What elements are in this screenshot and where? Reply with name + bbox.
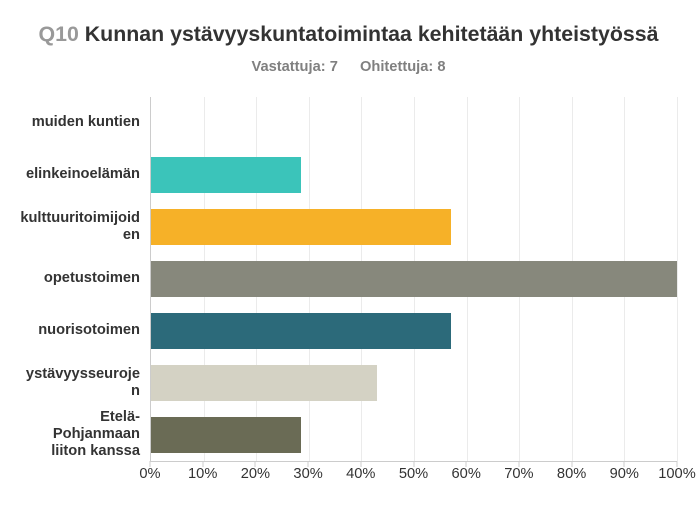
chart-title-line: Q10 Kunnan ystävyyskuntatoimintaa kehite… <box>20 20 677 49</box>
category-label: elinkeinoelämän <box>20 149 150 201</box>
answered-value: 7 <box>330 59 338 75</box>
x-tick-label: 80% <box>557 466 586 482</box>
x-tick-label: 70% <box>504 466 533 482</box>
survey-bar-chart: Q10 Kunnan ystävyyskuntatoimintaa kehite… <box>0 0 697 496</box>
x-tick-label: 90% <box>610 466 639 482</box>
bar <box>151 209 451 245</box>
category-label: nuorisotoimen <box>20 305 150 357</box>
x-tick-label: 20% <box>241 466 270 482</box>
category-label: Etelä-Pohjanmaan liiton kanssa <box>20 409 150 461</box>
x-tick-label: 50% <box>399 466 428 482</box>
x-tick-label: 60% <box>452 466 481 482</box>
bars-container <box>151 97 677 461</box>
gridline <box>677 97 678 461</box>
x-axis: 0%10%20%30%40%50%60%70%80%90%100% <box>150 462 677 486</box>
bar-row <box>151 97 677 149</box>
question-number: Q10 <box>39 22 79 46</box>
plot-area <box>150 97 677 462</box>
x-tick-label: 0% <box>139 466 160 482</box>
chart-title: Kunnan ystävyyskuntatoimintaa kehitetään… <box>85 22 659 46</box>
skipped-label: Ohitettuja: <box>360 59 433 75</box>
bar-row <box>151 357 677 409</box>
y-axis-labels: muiden kuntienelinkeinoelämänkulttuurito… <box>20 97 150 462</box>
x-tick-label: 30% <box>293 466 322 482</box>
bar <box>151 313 451 349</box>
x-tick-label: 40% <box>346 466 375 482</box>
category-label: kulttuuritoimijoiden <box>20 201 150 253</box>
answered-label: Vastattuja: <box>251 59 325 75</box>
bar <box>151 157 301 193</box>
bar-row <box>151 201 677 253</box>
skipped-value: 8 <box>437 59 445 75</box>
x-tick-label: 10% <box>188 466 217 482</box>
bar <box>151 261 677 297</box>
bar-row <box>151 305 677 357</box>
bar-row <box>151 149 677 201</box>
plot: muiden kuntienelinkeinoelämänkulttuurito… <box>20 97 677 462</box>
chart-subtitle: Vastattuja: 7 Ohitettuja: 8 <box>20 59 677 75</box>
category-label: muiden kuntien <box>20 97 150 149</box>
category-label: opetustoimen <box>20 253 150 305</box>
x-tick-label: 100% <box>658 466 696 482</box>
bar-row <box>151 253 677 305</box>
bar <box>151 365 377 401</box>
bar-row <box>151 409 677 461</box>
category-label: ystävyysseurojen <box>20 357 150 409</box>
bar <box>151 417 301 453</box>
